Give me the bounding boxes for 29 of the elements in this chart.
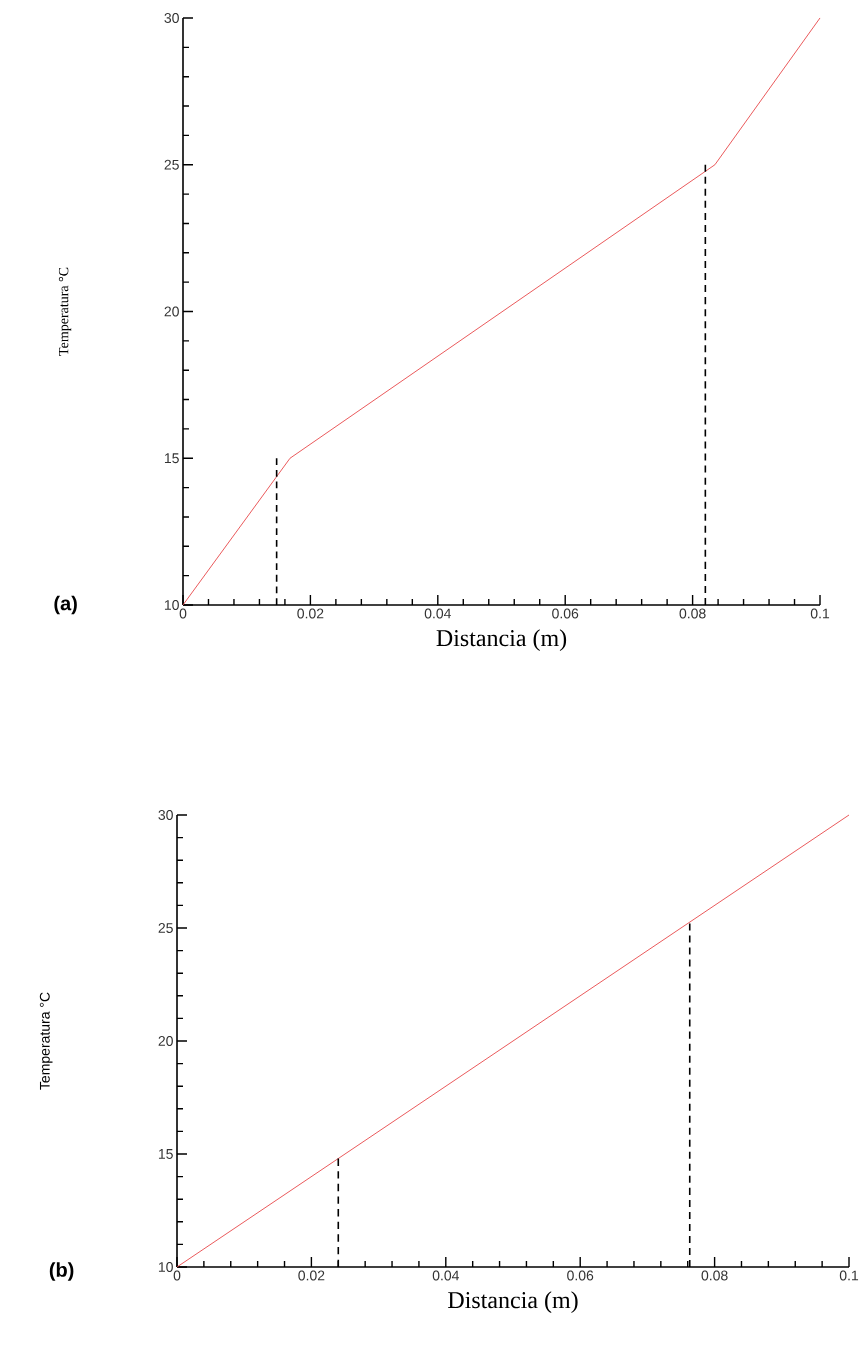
x-axis-title: Distancia (m) <box>436 629 567 652</box>
x-tick-label: 0.06 <box>567 1270 594 1281</box>
line-series <box>182 17 821 606</box>
x-tick-label: 0.04 <box>432 1270 460 1281</box>
x-tick-label: 0.02 <box>297 608 324 619</box>
x-axis-title: Distancia (m) <box>448 1291 578 1314</box>
x-tick-label: 0 <box>173 1270 181 1281</box>
y-tick-label: 20 <box>164 306 179 317</box>
y-axis-title: Temperatura °C <box>39 992 53 1090</box>
y-tick-label: 10 <box>158 1262 173 1272</box>
x-tick-label: 0.08 <box>701 1270 728 1281</box>
x-tick-label: 0.1 <box>839 1270 859 1281</box>
y-tick-label: 25 <box>164 159 179 170</box>
x-tick-label: 0.1 <box>810 608 830 619</box>
x-tick-label: 0 <box>179 608 187 619</box>
y-axis-title: Temperatura °C <box>58 267 72 356</box>
y-tick-label: 30 <box>158 810 173 820</box>
x-tick-label: 0.06 <box>552 608 579 619</box>
y-tick-label: 25 <box>158 923 173 933</box>
y-tick-label: 30 <box>164 13 179 23</box>
x-tick-label: 0.08 <box>679 608 706 619</box>
text: (b) <box>49 1262 74 1281</box>
y-tick-label: 15 <box>158 1149 173 1159</box>
x-tick-label: 0.02 <box>298 1270 325 1281</box>
x-tick-label: 0.04 <box>424 608 452 619</box>
y-tick-label: 15 <box>164 453 179 464</box>
text: (a) <box>54 595 77 615</box>
y-tick-label: 20 <box>158 1036 173 1046</box>
y-tick-label: 10 <box>164 600 179 610</box>
